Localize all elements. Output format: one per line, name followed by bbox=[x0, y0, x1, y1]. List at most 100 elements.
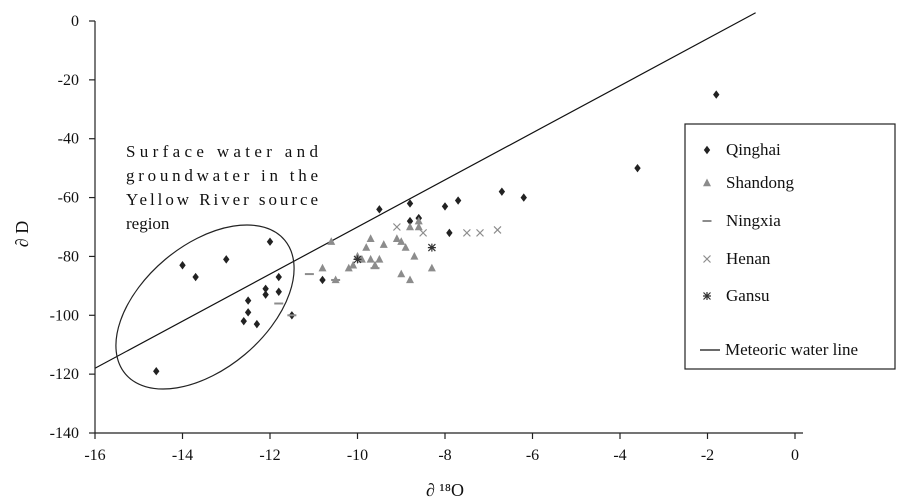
legend-item-ningxia: Ningxia bbox=[702, 211, 781, 230]
legend-label: Ningxia bbox=[726, 211, 781, 230]
data-point bbox=[392, 234, 401, 242]
y-axis-title: ∂ D bbox=[12, 221, 32, 247]
y-tick-label: -140 bbox=[50, 425, 79, 442]
data-point bbox=[406, 216, 414, 226]
y-tick-label: -60 bbox=[58, 190, 79, 207]
legend-label: Gansu bbox=[726, 286, 770, 305]
legend-swatch bbox=[703, 145, 711, 155]
data-point bbox=[401, 243, 410, 251]
y-tick-label: -80 bbox=[58, 248, 79, 265]
series-gansu bbox=[353, 243, 436, 264]
y-tick-label: -100 bbox=[50, 307, 79, 324]
data-point bbox=[349, 260, 358, 269]
data-point bbox=[275, 287, 282, 296]
legend-label: Meteoric water line bbox=[725, 340, 858, 359]
data-point bbox=[353, 255, 362, 264]
x-tick-label: -14 bbox=[172, 447, 193, 464]
data-point bbox=[427, 243, 436, 252]
legend-item-henan: Henan bbox=[703, 249, 771, 268]
data-point bbox=[446, 228, 453, 238]
legend-label: Qinghai bbox=[726, 140, 781, 159]
legend-item-meteoric-water-line: Meteoric water line bbox=[700, 340, 858, 359]
y-tick-label: 0 bbox=[71, 13, 79, 30]
data-point bbox=[192, 272, 199, 282]
data-point bbox=[344, 263, 353, 272]
x-tick-label: -12 bbox=[259, 447, 280, 464]
x-tick-label: -4 bbox=[613, 447, 626, 464]
data-point bbox=[498, 187, 506, 196]
data-point bbox=[397, 237, 406, 245]
axes: 0-20-40-60-80-100-120-140-16 -14 -12 -10 -8-… bbox=[50, 13, 803, 464]
legend-swatch bbox=[703, 255, 711, 263]
data-point bbox=[244, 308, 252, 317]
x-tick-label: 0 bbox=[791, 447, 799, 464]
x-tick-label: -16 bbox=[84, 447, 105, 464]
legend-entries: Qinghai Shandong Ningxia Henan Gansu Meteoric… bbox=[700, 140, 858, 359]
data-point bbox=[634, 163, 641, 173]
series-henan bbox=[392, 223, 502, 237]
legend-item-qinghai: Qinghai bbox=[703, 140, 781, 159]
data-point bbox=[476, 228, 484, 237]
series-ningxia bbox=[274, 267, 380, 317]
region-ellipse bbox=[115, 224, 295, 390]
y-tick-label: -120 bbox=[50, 366, 79, 383]
data-point bbox=[414, 216, 423, 225]
data-point bbox=[244, 296, 252, 305]
data-point bbox=[493, 226, 502, 234]
data-point bbox=[406, 222, 414, 231]
data-point bbox=[362, 243, 371, 251]
data-point bbox=[379, 240, 388, 248]
data-point bbox=[366, 234, 375, 242]
data-point bbox=[376, 205, 383, 214]
data-point bbox=[366, 254, 375, 263]
annotation-line-4: region bbox=[126, 214, 170, 233]
data-point bbox=[153, 367, 160, 376]
data-point bbox=[462, 228, 471, 237]
data-point bbox=[318, 263, 327, 272]
series-qinghai bbox=[153, 90, 720, 376]
legend-swatch bbox=[703, 292, 711, 300]
legend-label: Shandong bbox=[726, 173, 795, 192]
legend: Qinghai Shandong Ningxia Henan Gansu Meteoric… bbox=[684, 123, 896, 370]
data-point bbox=[375, 254, 384, 263]
data-point bbox=[419, 228, 428, 237]
legend-box bbox=[684, 123, 896, 370]
legend-item-gansu: Gansu bbox=[703, 286, 770, 305]
data-point bbox=[713, 90, 720, 99]
plot-area bbox=[94, 12, 756, 376]
legend-item-shandong: Shandong bbox=[703, 173, 795, 192]
data-point bbox=[427, 263, 436, 272]
data-point bbox=[414, 222, 423, 231]
annotation-line-2: groundwater in the bbox=[126, 166, 318, 185]
x-tick-label: -8 bbox=[438, 447, 451, 464]
data-point bbox=[319, 275, 326, 285]
data-point bbox=[223, 255, 230, 264]
annotation-line-1: Surface water and bbox=[126, 142, 319, 161]
series-shandong bbox=[318, 216, 436, 284]
data-point bbox=[266, 237, 274, 246]
legend-swatch bbox=[703, 178, 711, 187]
data-point bbox=[327, 237, 336, 245]
x-tick-label: -6 bbox=[526, 447, 539, 464]
data-point bbox=[357, 254, 366, 263]
data-point bbox=[240, 316, 247, 326]
data-point bbox=[371, 260, 379, 269]
data-point bbox=[406, 275, 414, 284]
x-tick-label: -2 bbox=[701, 447, 714, 464]
x-axis-title: ∂ ¹⁸O bbox=[426, 480, 464, 500]
x-tick-label: -10 bbox=[347, 447, 368, 464]
data-point bbox=[441, 202, 449, 211]
data-point bbox=[275, 272, 282, 282]
data-point bbox=[253, 319, 261, 329]
region-annotation: Surface water and groundwater in the Yel… bbox=[115, 142, 319, 390]
data-point bbox=[179, 261, 186, 270]
annotation-line-3: Yellow River source bbox=[126, 190, 318, 209]
meteoric-water-line bbox=[94, 12, 756, 369]
data-point bbox=[262, 290, 269, 299]
data-point bbox=[406, 199, 414, 208]
y-tick-label: -20 bbox=[58, 72, 79, 89]
legend-label: Henan bbox=[726, 249, 771, 268]
data-point bbox=[520, 193, 527, 202]
y-tick-label: -40 bbox=[58, 131, 79, 148]
